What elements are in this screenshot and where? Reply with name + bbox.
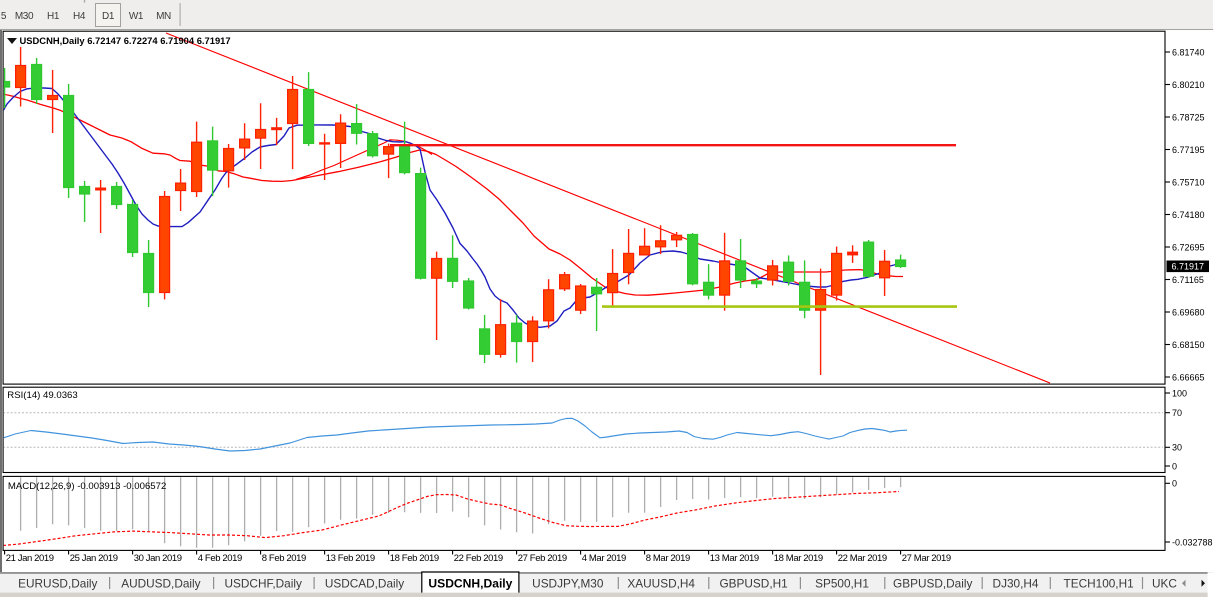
svg-text:21 Jan 2019: 21 Jan 2019 bbox=[6, 553, 54, 564]
svg-text:22 Feb 2019: 22 Feb 2019 bbox=[454, 553, 503, 564]
svg-text:USDCAD,Daily: USDCAD,Daily bbox=[325, 576, 404, 590]
svg-text:6.69680: 6.69680 bbox=[1172, 307, 1205, 317]
svg-text:D1: D1 bbox=[102, 11, 115, 22]
svg-text:USDJPY,M30: USDJPY,M30 bbox=[532, 576, 604, 590]
svg-text:6.75710: 6.75710 bbox=[1172, 177, 1205, 187]
svg-text:30: 30 bbox=[1172, 443, 1182, 453]
svg-text:6.66665: 6.66665 bbox=[1172, 372, 1205, 382]
svg-text:18 Mar 2019: 18 Mar 2019 bbox=[774, 553, 823, 564]
svg-text:5: 5 bbox=[1, 11, 7, 22]
svg-text:GBPUSD,Daily: GBPUSD,Daily bbox=[893, 576, 972, 590]
svg-text:30 Jan 2019: 30 Jan 2019 bbox=[134, 553, 182, 564]
svg-text:4 Feb 2019: 4 Feb 2019 bbox=[198, 553, 242, 564]
svg-text:6.78725: 6.78725 bbox=[1172, 112, 1205, 122]
svg-text:H1: H1 bbox=[47, 11, 60, 22]
svg-text:M30: M30 bbox=[15, 11, 34, 22]
svg-text:8 Feb 2019: 8 Feb 2019 bbox=[262, 553, 306, 564]
svg-text:100: 100 bbox=[1172, 388, 1187, 398]
svg-text:SP500,H1: SP500,H1 bbox=[815, 576, 869, 590]
svg-text:W1: W1 bbox=[129, 11, 144, 22]
svg-text:-0.032788: -0.032788 bbox=[1172, 537, 1213, 547]
svg-text:DJ30,H4: DJ30,H4 bbox=[993, 576, 1039, 590]
svg-text:USDCNH,Daily 6.72147 6.72274: USDCNH,Daily 6.72147 6.72274 6.71904 6.7… bbox=[20, 35, 231, 46]
svg-text:USDCHF,Daily: USDCHF,Daily bbox=[225, 576, 302, 590]
svg-text:25 Jan 2019: 25 Jan 2019 bbox=[70, 553, 118, 564]
svg-text:MACD(12,26,9) -0.003913 -0.006: MACD(12,26,9) -0.003913 -0.006572 bbox=[8, 481, 166, 492]
svg-text:6.81740: 6.81740 bbox=[1172, 47, 1205, 57]
svg-text:6.74180: 6.74180 bbox=[1172, 210, 1205, 220]
svg-text:AUDUSD,Daily: AUDUSD,Daily bbox=[121, 576, 200, 590]
svg-text:18 Feb 2019: 18 Feb 2019 bbox=[390, 553, 439, 564]
svg-text:27 Feb 2019: 27 Feb 2019 bbox=[518, 553, 567, 564]
svg-text:GBPUSD,H1: GBPUSD,H1 bbox=[720, 576, 788, 590]
svg-text:6.77195: 6.77195 bbox=[1172, 145, 1205, 155]
svg-text:RSI(14) 49.0363: RSI(14) 49.0363 bbox=[7, 390, 77, 401]
svg-text:EURUSD,Daily: EURUSD,Daily bbox=[18, 576, 97, 590]
svg-text:H4: H4 bbox=[73, 11, 86, 22]
svg-text:XAUUSD,H4: XAUUSD,H4 bbox=[627, 576, 695, 590]
svg-text:27 Mar 2019: 27 Mar 2019 bbox=[902, 553, 951, 564]
svg-text:TECH100,H1: TECH100,H1 bbox=[1064, 576, 1134, 590]
svg-text:6.72695: 6.72695 bbox=[1172, 242, 1205, 252]
svg-text:22 Mar 2019: 22 Mar 2019 bbox=[838, 553, 887, 564]
svg-text:USDCNH,Daily: USDCNH,Daily bbox=[428, 576, 512, 590]
svg-text:6.71165: 6.71165 bbox=[1172, 275, 1204, 285]
svg-text:0: 0 bbox=[1172, 479, 1177, 489]
svg-text:4 Mar 2019: 4 Mar 2019 bbox=[582, 553, 626, 564]
svg-text:0: 0 bbox=[1172, 461, 1177, 471]
svg-text:8 Mar 2019: 8 Mar 2019 bbox=[646, 553, 690, 564]
svg-text:6.71917: 6.71917 bbox=[1172, 262, 1205, 272]
svg-text:6.68150: 6.68150 bbox=[1172, 340, 1205, 350]
svg-text:MN: MN bbox=[156, 11, 171, 22]
svg-text:UKC: UKC bbox=[1152, 576, 1177, 590]
svg-text:13 Mar 2019: 13 Mar 2019 bbox=[710, 553, 759, 564]
svg-text:13 Feb 2019: 13 Feb 2019 bbox=[326, 553, 375, 564]
svg-text:70: 70 bbox=[1172, 408, 1182, 418]
svg-text:6.80210: 6.80210 bbox=[1172, 80, 1205, 90]
